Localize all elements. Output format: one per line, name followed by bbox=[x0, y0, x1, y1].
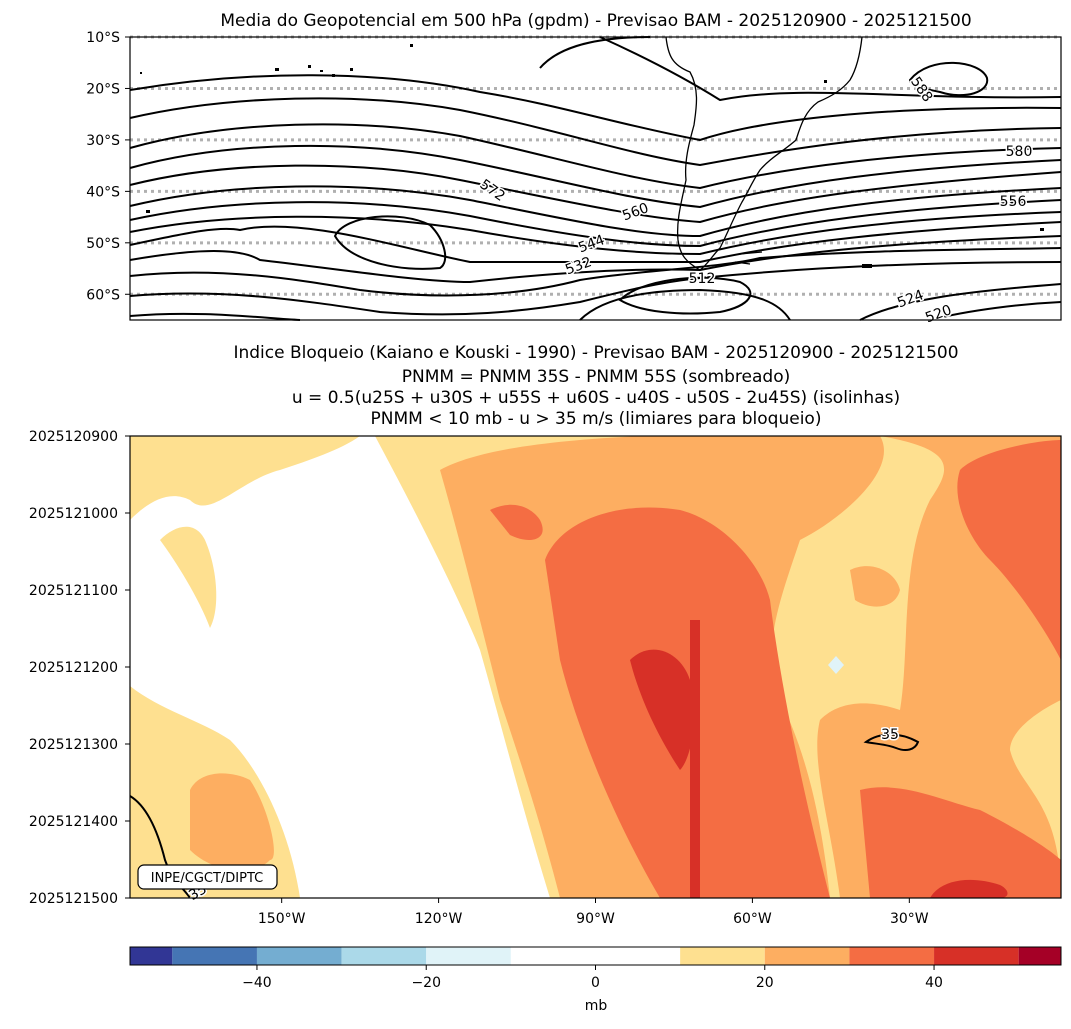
wind-contours bbox=[129, 733, 920, 899]
colorbar-cell bbox=[764, 947, 850, 965]
shaded-field bbox=[130, 436, 1061, 898]
colorbar-tick-label: 20 bbox=[756, 975, 774, 991]
top-y-axis: 10°S 20°S 30°S 40°S 50°S 60°S bbox=[86, 30, 130, 303]
contour-line bbox=[863, 733, 920, 751]
y-tick-label: 40°S bbox=[86, 184, 120, 200]
colorbar-tick-label: 40 bbox=[925, 975, 943, 991]
colorbar-cell bbox=[256, 947, 342, 965]
contour-line bbox=[618, 276, 752, 315]
contour-line bbox=[129, 211, 1062, 256]
contour-label: 580 bbox=[1006, 144, 1033, 160]
y-tick-label: 20°S bbox=[86, 81, 120, 97]
y-tick-label: 2025121200 bbox=[29, 660, 118, 676]
bottom-y-axis: 2025120900 2025121000 2025121100 2025121200… bbox=[29, 429, 130, 907]
contour-line bbox=[929, 301, 1062, 321]
x-tick-label: 90°W bbox=[576, 911, 615, 927]
contour-line bbox=[129, 235, 1062, 284]
top-chart-title: Media do Geopotencial em 500 hPa (gpdm) … bbox=[220, 11, 971, 31]
y-tick-label: 2025121500 bbox=[29, 891, 118, 907]
x-tick-label: 30°W bbox=[890, 911, 929, 927]
contour-line bbox=[129, 221, 1062, 263]
bottom-x-axis: 150°W 120°W 90°W 60°W 30°W bbox=[258, 898, 929, 927]
y-tick-label: 2025121000 bbox=[29, 506, 118, 522]
contour-line bbox=[129, 185, 1062, 238]
colorbar-cells bbox=[130, 947, 1061, 965]
contour-line bbox=[129, 312, 301, 321]
contour-line bbox=[129, 795, 191, 899]
contour-line bbox=[129, 97, 1062, 167]
title-line-1: Indice Bloqueio (Kaiano e Kouski - 1990)… bbox=[233, 343, 958, 363]
colorbar-ticks: −40 −20 0 20 40 bbox=[242, 965, 943, 991]
title-line-2: PNMM = PNMM 35S - PNMM 55S (sombreado) bbox=[402, 367, 791, 387]
top-map-panel: 588 580 572 560 556 544 532 524 520 512 … bbox=[86, 30, 1062, 328]
source-annotation: INPE/CGCT/DIPTC bbox=[137, 864, 278, 890]
colorbar-label: mb bbox=[585, 998, 608, 1014]
colorbar: −40 −20 0 20 40 mb bbox=[129, 946, 1062, 1014]
contour-line bbox=[859, 283, 1062, 321]
contour-line bbox=[129, 199, 1062, 248]
contour-label: 556 bbox=[1000, 194, 1027, 210]
y-tick-label: 2025121300 bbox=[29, 737, 118, 753]
geopotential-contours bbox=[129, 36, 1062, 321]
colorbar-tick-label: −20 bbox=[411, 975, 441, 991]
colorbar-cell bbox=[934, 947, 1019, 965]
colorbar-tick-label: −40 bbox=[242, 975, 272, 991]
bottom-chart-title: Indice Bloqueio (Kaiano e Kouski - 1990)… bbox=[233, 343, 958, 429]
colorbar-cell bbox=[172, 947, 257, 965]
colorbar-cell bbox=[426, 947, 511, 965]
y-tick-label: 2025121400 bbox=[29, 814, 118, 830]
contour-line bbox=[599, 36, 1062, 102]
contour-line bbox=[129, 144, 1062, 209]
contour-line bbox=[579, 288, 791, 321]
contour-line bbox=[129, 261, 1062, 316]
colorbar-cell bbox=[510, 947, 681, 965]
colorbar-cell bbox=[341, 947, 427, 965]
source-annotation-text: INPE/CGCT/DIPTC bbox=[151, 871, 263, 886]
y-tick-label: 10°S bbox=[86, 30, 120, 46]
colorbar-cell bbox=[849, 947, 935, 965]
title-line-3: u = 0.5(u25S + u30S + u55S + u60S - u40S… bbox=[292, 388, 900, 408]
colorbar-cell bbox=[130, 947, 173, 965]
coastline bbox=[665, 36, 863, 271]
colorbar-tick-label: 0 bbox=[591, 975, 600, 991]
island-markers bbox=[140, 44, 1044, 268]
contour-line bbox=[908, 61, 989, 97]
contour-label: 512 bbox=[689, 271, 716, 287]
band-40-50 bbox=[630, 620, 1008, 898]
x-tick-label: 120°W bbox=[415, 911, 463, 927]
contour-label: 35 bbox=[881, 727, 899, 743]
y-tick-label: 50°S bbox=[86, 236, 120, 252]
colorbar-cell bbox=[1018, 947, 1061, 965]
contour-line bbox=[333, 215, 447, 270]
y-tick-label: 2025121100 bbox=[29, 583, 118, 599]
contour-line bbox=[129, 164, 1062, 224]
x-tick-label: 60°W bbox=[733, 911, 772, 927]
y-tick-label: 30°S bbox=[86, 133, 120, 149]
colorbar-cell bbox=[680, 947, 765, 965]
contour-line bbox=[129, 74, 1062, 142]
title-line-4: PNMM < 10 mb - u > 35 m/s (limiares para… bbox=[371, 409, 822, 429]
y-tick-label: 60°S bbox=[86, 287, 120, 303]
blocking-index-panel: 35 35 INPE/CGCT/DIPTC 202512090020251210… bbox=[29, 429, 1062, 927]
contour-line bbox=[129, 123, 1062, 190]
band-negative-10 bbox=[828, 656, 844, 674]
y-tick-label: 2025120900 bbox=[29, 429, 118, 445]
contour-line bbox=[129, 247, 1062, 297]
x-tick-label: 150°W bbox=[258, 911, 306, 927]
